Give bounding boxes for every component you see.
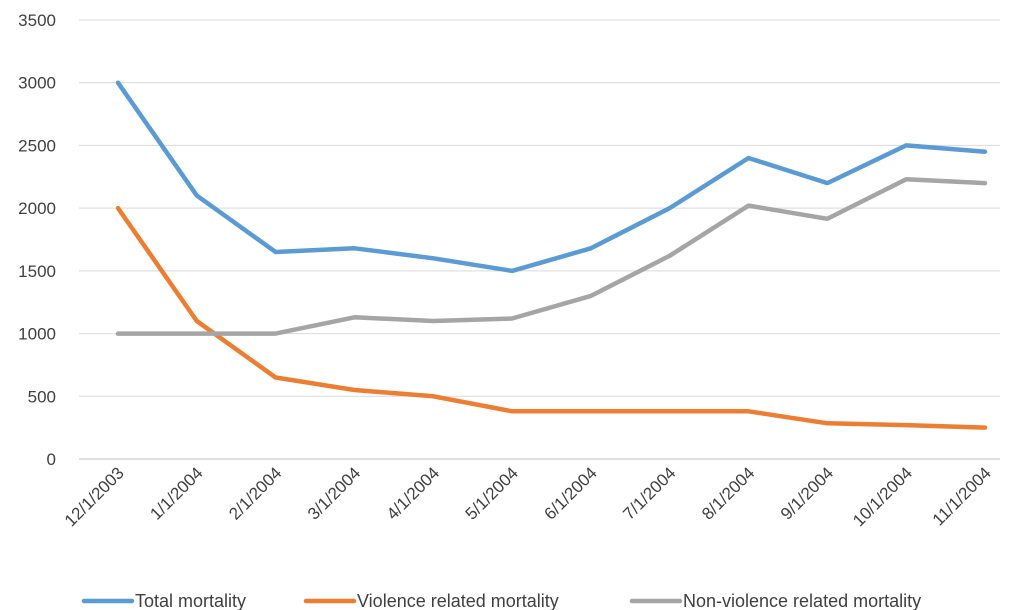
y-tick-label: 1000	[18, 325, 56, 344]
x-tick-label: 9/1/2004	[777, 463, 837, 523]
y-tick-label: 3500	[18, 11, 56, 30]
x-tick-label: 12/1/2003	[61, 463, 128, 530]
x-tick-label: 4/1/2004	[383, 463, 443, 523]
y-tick-label: 2500	[18, 136, 56, 155]
legend: Total mortality Violence related mortalit…	[81, 591, 921, 610]
series-lines	[115, 80, 988, 430]
x-tick-label: 11/1/2004	[929, 463, 995, 529]
x-tick-label: 6/1/2004	[541, 463, 601, 523]
y-tick-label: 500	[28, 387, 56, 406]
gridlines	[79, 19, 1000, 460]
x-tick-label: 1/1/2004	[146, 463, 206, 523]
legend-label: Total mortality	[135, 591, 246, 610]
y-tick-label: 1500	[18, 262, 56, 281]
y-tick-label: 3000	[18, 74, 56, 93]
x-tick-label: 2/1/2004	[225, 463, 285, 523]
y-tick-label: 2000	[18, 199, 56, 218]
x-tick-label: 5/1/2004	[462, 463, 522, 523]
x-axis-tick-labels: 12/1/2003 1/1/2004 2/1/2004 3/1/2004 4/1/200…	[61, 463, 995, 530]
series-line-1	[115, 80, 988, 274]
legend-label: Violence related mortality	[357, 591, 559, 610]
x-tick-label: 7/1/2004	[619, 463, 679, 523]
legend-label: Non-violence related mortality	[683, 591, 921, 610]
x-tick-label: 8/1/2004	[698, 463, 758, 523]
series-line-3	[115, 177, 988, 336]
y-tick-label: 0	[47, 450, 56, 469]
y-axis-tick-labels: 0 500 1000 1500 2000 2500 3000 3500	[18, 11, 56, 469]
x-tick-label: 3/1/2004	[304, 463, 364, 523]
x-tick-label: 10/1/2004	[849, 463, 916, 530]
series-line-2	[115, 205, 988, 430]
